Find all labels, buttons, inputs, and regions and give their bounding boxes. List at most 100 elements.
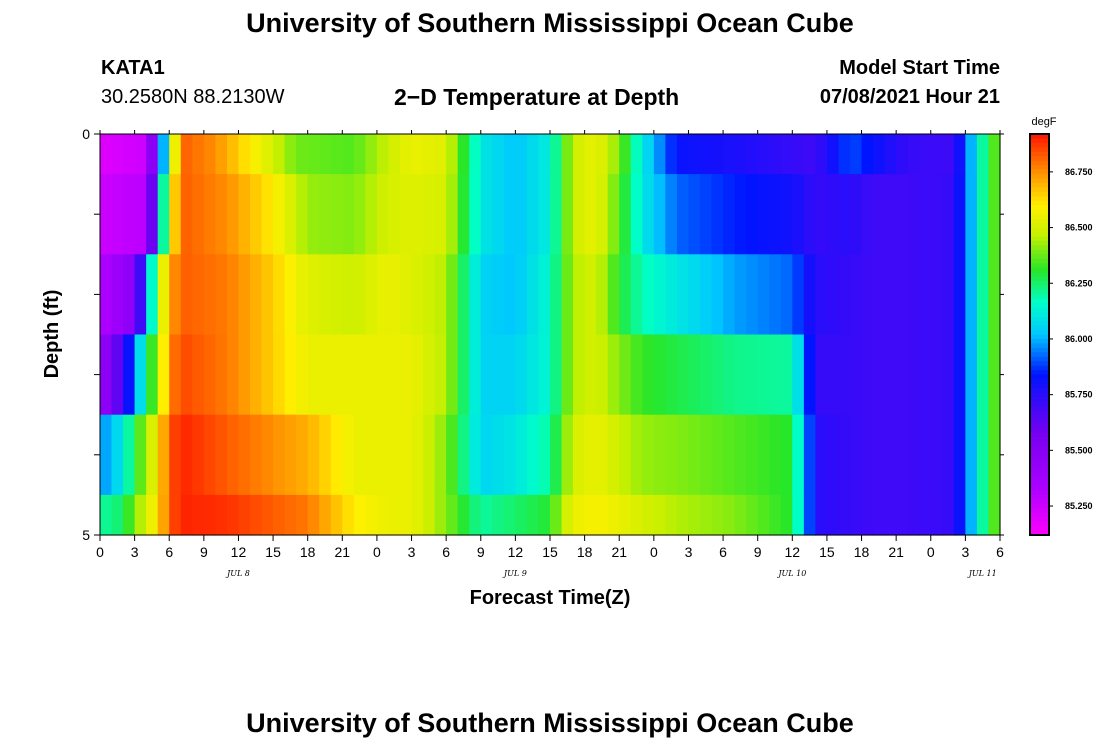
heatmap-cell: [157, 414, 170, 496]
colorbar-step: [1030, 276, 1049, 282]
station-coordinates: 30.2580N 88.2130W: [101, 86, 285, 108]
heatmap-cell: [203, 334, 216, 416]
heatmap-cell: [815, 414, 828, 496]
heatmap-cell: [434, 134, 447, 175]
heatmap-cell: [665, 414, 678, 496]
colorbar-step: [1030, 196, 1049, 202]
heatmap-cell: [711, 494, 724, 536]
heatmap-cell: [746, 414, 759, 496]
heatmap-cell: [723, 134, 736, 175]
heatmap-cell: [896, 414, 909, 496]
heatmap-cell: [100, 334, 113, 416]
heatmap-cell: [792, 254, 805, 336]
heatmap-cell: [803, 334, 816, 416]
x-tick-label: 21: [888, 544, 904, 560]
heatmap-cell: [538, 414, 551, 496]
colorbar-step: [1030, 356, 1049, 362]
heatmap-cell: [700, 174, 713, 255]
heatmap-cell: [780, 414, 793, 496]
colorbar-step: [1030, 485, 1049, 492]
colorbar-step: [1030, 530, 1049, 536]
colorbar-label: 85.750: [1065, 390, 1093, 400]
heatmap-cell: [884, 174, 897, 255]
heatmap-cell: [826, 494, 840, 536]
heatmap-cell: [123, 134, 136, 175]
heatmap-cell: [965, 494, 978, 536]
heatmap-cell: [676, 334, 690, 416]
heatmap-cell: [803, 254, 816, 336]
heatmap-cell: [376, 494, 390, 536]
heatmap-cell: [803, 494, 816, 536]
heatmap-cell: [907, 174, 920, 255]
heatmap-cell: [538, 254, 551, 336]
heatmap-cell: [400, 134, 413, 175]
heatmap-cell: [757, 254, 770, 336]
heatmap-cell: [134, 254, 147, 336]
heatmap-cells: [100, 134, 1001, 536]
heatmap-cell: [307, 414, 320, 496]
x-tick-label: 18: [854, 544, 870, 560]
colorbar-step: [1030, 187, 1049, 193]
heatmap-cell: [734, 334, 747, 416]
heatmap-cell: [250, 334, 263, 416]
heatmap-cell: [342, 334, 355, 416]
heatmap-cell: [250, 254, 263, 336]
heatmap-cell: [700, 494, 713, 536]
heatmap-cell: [688, 494, 701, 536]
heatmap-cell: [965, 414, 978, 496]
heatmap-cell: [953, 494, 966, 536]
heatmap-cell: [942, 174, 955, 255]
heatmap-cell: [919, 494, 932, 536]
colorbar-step: [1030, 338, 1049, 345]
heatmap-cell: [469, 134, 482, 175]
heatmap-cell: [515, 334, 528, 416]
colorbar-step: [1030, 494, 1049, 500]
heatmap-cell: [157, 334, 170, 416]
heatmap-cell: [988, 494, 1001, 536]
colorbar-step: [1030, 432, 1049, 438]
heatmap-cell: [388, 134, 401, 175]
x-axis-title: Forecast Time(Z): [470, 587, 631, 609]
colorbar-step: [1030, 191, 1049, 197]
heatmap-cell: [469, 414, 482, 496]
colorbar-step: [1030, 285, 1049, 291]
heatmap-cell: [157, 254, 170, 336]
heatmap-cell: [815, 254, 828, 336]
heatmap-cell: [757, 494, 770, 536]
colorbar-step: [1030, 258, 1049, 264]
colorbar-step: [1030, 156, 1049, 162]
heatmap-cell: [100, 254, 113, 336]
heatmap-cell: [215, 174, 228, 255]
heatmap-cell: [169, 174, 182, 255]
heatmap-cell: [469, 174, 482, 255]
heatmap-cell: [365, 494, 378, 536]
heatmap-cell: [423, 254, 436, 336]
heatmap-cell: [953, 134, 966, 175]
heatmap-cell: [388, 494, 401, 536]
x-tick-label: 0: [650, 544, 658, 560]
x-tick-label: 12: [785, 544, 801, 560]
heatmap-cell: [573, 254, 586, 336]
heatmap-cell: [238, 494, 251, 536]
heatmap-cell: [746, 334, 759, 416]
heatmap-cell: [792, 414, 805, 496]
colorbar-step: [1030, 249, 1049, 255]
colorbar-step: [1030, 481, 1049, 487]
heatmap-cell: [896, 254, 909, 336]
heatmap-cell: [480, 254, 493, 336]
colorbar-step: [1030, 174, 1049, 180]
heatmap-cell: [930, 134, 943, 175]
heatmap-cell: [780, 334, 793, 416]
heatmap-cell: [111, 134, 124, 175]
colorbar-step: [1030, 307, 1049, 313]
heatmap-cell: [434, 334, 447, 416]
heatmap-cell: [503, 334, 516, 416]
heatmap-cell: [492, 334, 505, 416]
heatmap-cell: [250, 494, 263, 536]
heatmap-cell: [907, 334, 920, 416]
heatmap-cell: [273, 334, 286, 416]
heatmap-cell: [226, 334, 240, 416]
x-tick-label: 3: [131, 544, 139, 560]
heatmap-cell: [884, 334, 897, 416]
heatmap-cell: [676, 414, 690, 496]
